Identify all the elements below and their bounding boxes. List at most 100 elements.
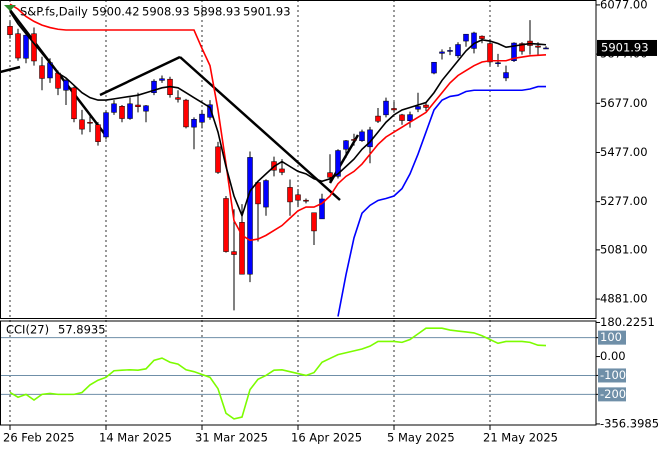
candle-body	[319, 198, 325, 220]
candle-body	[151, 80, 157, 93]
candle-body	[7, 26, 13, 35]
cci-panel	[0, 327, 596, 420]
price-frame	[0, 0, 597, 319]
candle-body	[183, 99, 189, 128]
candle-body	[415, 106, 421, 110]
indicator-line	[9, 327, 547, 420]
candle-body	[391, 108, 397, 111]
candle-body	[495, 62, 501, 64]
trend-line	[179, 56, 341, 201]
candle-body	[279, 168, 285, 173]
y-tick-label: -200	[600, 387, 626, 401]
open-value: 5900.42	[92, 5, 140, 19]
candle-body	[15, 33, 21, 59]
candle-body	[127, 103, 133, 119]
cci-value: 57.8935	[58, 323, 106, 337]
candle-body	[191, 119, 197, 128]
candle-body	[95, 124, 101, 142]
candle-body	[487, 43, 493, 63]
candle-body	[159, 78, 165, 81]
y-tick-label: 4881.00	[600, 292, 648, 306]
x-tick-label: 14 Mar 2025	[99, 431, 172, 445]
candle-body	[471, 32, 477, 49]
candle-body	[199, 113, 205, 123]
price-tag	[597, 39, 657, 56]
candle-body	[327, 172, 333, 178]
candle-body	[247, 157, 253, 275]
candle-body	[255, 182, 261, 205]
low-value: 5898.93	[193, 5, 241, 19]
candle-body	[87, 121, 93, 124]
candle-body	[455, 44, 461, 57]
candle-body	[215, 146, 221, 173]
candle-body	[71, 87, 77, 120]
candle-body	[535, 45, 541, 48]
high-value: 5908.93	[142, 5, 190, 19]
y-tick-label: 0.00	[600, 349, 626, 363]
y-tick-label: 100	[600, 330, 622, 344]
x-tick-label: 5 May 2025	[387, 431, 455, 445]
candle-body	[231, 251, 237, 255]
y-tick-label: -356.3985	[600, 416, 659, 430]
candle-body	[311, 212, 317, 232]
y-tick-label: 5277.00	[600, 194, 648, 208]
symbol-icon	[4, 5, 16, 11]
y-tick-label: 5677.00	[600, 96, 648, 110]
y-tick-label: 5081.00	[600, 242, 648, 256]
candle-body	[111, 103, 117, 113]
candle-body	[423, 104, 429, 108]
level-label-bg	[598, 368, 626, 383]
grid	[9, 0, 491, 425]
trend-line	[0, 65, 21, 74]
symbol-title: S&P.fs,Daily	[20, 5, 88, 19]
candle-body	[511, 42, 517, 61]
axes: 6077.005877.005677.005477.005277.005081.…	[3, 0, 659, 445]
candle-body	[239, 222, 245, 275]
y-tick-label: -100	[600, 368, 626, 382]
candle-body	[399, 114, 405, 121]
candle-body	[343, 140, 349, 150]
x-tick-label: 31 Mar 2025	[195, 431, 268, 445]
level-label-bg	[598, 387, 626, 402]
x-tick-label: 21 May 2025	[483, 431, 558, 445]
candle-body	[351, 139, 357, 141]
candle-body	[39, 65, 45, 79]
candle-body	[207, 104, 213, 118]
y-tick-label: 5477.00	[600, 145, 648, 159]
cci-title: CCI(27)	[6, 323, 49, 337]
candle-body	[175, 97, 181, 100]
candle-body	[295, 194, 301, 201]
candle-body	[31, 33, 37, 62]
candle-body	[375, 115, 381, 122]
close-value: 5901.93	[243, 5, 291, 19]
candle-body	[503, 72, 509, 79]
candle-body	[143, 105, 149, 112]
candle-body	[519, 43, 525, 52]
indicator-line	[9, 3, 547, 242]
x-tick-label: 26 Feb 2025	[3, 431, 75, 445]
candle-body	[63, 80, 69, 91]
indicator-line	[9, 11, 547, 219]
candle-body	[79, 119, 85, 130]
level-label-bg	[598, 330, 626, 345]
candle-body	[303, 199, 309, 202]
candle-body	[359, 131, 365, 141]
x-tick-label: 16 Apr 2025	[291, 431, 362, 445]
candle-body	[431, 61, 437, 74]
candle-body	[119, 105, 125, 119]
candle-body	[463, 33, 469, 42]
candle-body	[479, 35, 485, 39]
y-tick-label: 180.2251	[600, 315, 655, 329]
candle-body	[223, 198, 229, 252]
candle-body	[383, 100, 389, 116]
candle-body	[23, 34, 29, 59]
candle-body	[543, 47, 549, 50]
indicator-line	[337, 85, 546, 317]
candle-body	[335, 150, 341, 177]
candle-body	[263, 180, 269, 208]
y-tick-label: 6077.00	[600, 0, 648, 11]
price-tag-label: 5901.93	[601, 40, 649, 54]
